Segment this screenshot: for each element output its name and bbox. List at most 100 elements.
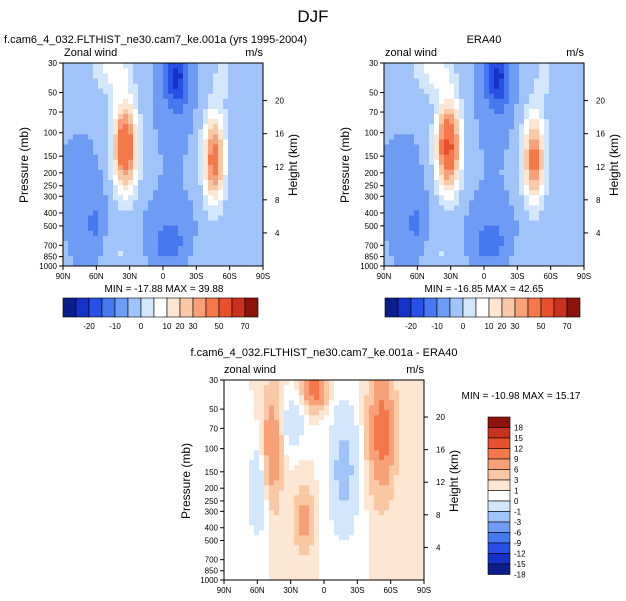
heatmap-cell [218,235,224,241]
heatmap-cell [344,430,350,436]
heatmap-cell [419,220,425,226]
heatmap-cell [374,380,380,386]
heatmap-cell [569,250,575,257]
y-right-tick-label: 16 [436,446,445,455]
heatmap-cell [439,134,445,140]
heatmap-cell [409,510,415,516]
heatmap-cell [213,154,219,160]
heatmap-cell [208,235,214,241]
heatmap-cell [359,535,365,541]
heatmap-cell [73,260,79,267]
heatmap-cell [324,455,330,461]
heatmap-cell [68,235,74,241]
heatmap-cell [118,108,124,115]
heatmap-cell [374,485,380,491]
heatmap-cell [223,255,229,262]
heatmap-cell [364,440,370,446]
heatmap-cell [414,540,420,546]
heatmap-cell [113,215,119,221]
heatmap-cell [223,98,229,104]
heatmap-cell [569,63,575,69]
heatmap-cell [158,174,164,181]
heatmap-cell [223,235,229,241]
heatmap-cell [284,455,290,461]
heatmap-cell [143,149,149,155]
heatmap-cell [414,230,420,236]
heatmap-cell [163,134,169,140]
heatmap-cell [218,78,224,84]
heatmap-cell [183,73,189,79]
heatmap-cell [249,520,255,526]
heatmap-cell [534,68,540,74]
heatmap-cell [449,123,455,130]
heatmap-cell [564,225,570,231]
heatmap-cell [529,179,535,186]
heatmap-cell [289,485,295,491]
heatmap-cell [243,68,249,74]
heatmap-cell [384,515,390,521]
heatmap-cell [108,108,114,115]
heatmap-cell [93,174,99,181]
heatmap-cell [569,113,575,120]
heatmap-cell [259,485,265,491]
heatmap-cell [238,128,244,135]
heatmap-cell [244,475,250,481]
heatmap-cell [253,154,259,160]
heatmap-cell [469,260,475,267]
heatmap-cell [509,215,515,221]
heatmap-cell [344,535,350,541]
heatmap-cell [519,139,525,145]
heatmap-cell [534,184,540,191]
heatmap-cell [449,134,455,140]
heatmap-cell [68,83,74,89]
heatmap-cell [208,154,214,160]
heatmap-cell [248,63,254,69]
heatmap-cell [394,184,400,191]
heatmap-cell [158,123,164,130]
heatmap-cell [68,88,74,94]
heatmap-cell [569,169,575,175]
heatmap-cell [138,194,144,201]
heatmap-cell [143,73,149,79]
heatmap-cell [429,189,435,196]
heatmap-cell [389,215,395,221]
heatmap-cell [244,455,250,461]
heatmap-cell [534,230,540,236]
y-tick-label: 50 [369,89,378,98]
heatmap-cell [168,73,174,79]
heatmap-cell [379,380,385,386]
heatmap-cell [188,113,194,120]
heatmap-cell [434,184,440,191]
heatmap-cell [354,535,360,541]
heatmap-cell [233,205,239,211]
heatmap-cell [123,103,129,109]
heatmap-cell [103,93,109,99]
heatmap-cell [128,108,134,115]
heatmap-cell [158,113,164,120]
heatmap-cell [379,440,385,446]
heatmap-cell [224,535,230,541]
heatmap-cell [439,210,445,216]
heatmap-cell [103,240,109,246]
heatmap-cell [504,98,510,104]
heatmap-cell [63,215,69,221]
heatmap-cell [223,184,229,191]
heatmap-cell [258,123,264,130]
heatmap-cell [354,400,360,406]
heatmap-cell [394,460,400,466]
heatmap-cell [264,565,270,571]
heatmap-cell [419,520,425,526]
heatmap-cell [319,405,325,411]
heatmap-cell [564,144,570,150]
heatmap-cell [554,78,560,84]
heatmap-cell [239,480,245,486]
heatmap-cell [399,235,405,241]
heatmap-cell [78,164,84,170]
heatmap-cell [233,83,239,89]
heatmap-cell [248,149,254,155]
heatmap-cell [404,144,410,150]
heatmap-cell [73,225,79,231]
heatmap-cell [264,455,270,461]
heatmap-cell [248,210,254,216]
heatmap-cell [534,200,540,206]
